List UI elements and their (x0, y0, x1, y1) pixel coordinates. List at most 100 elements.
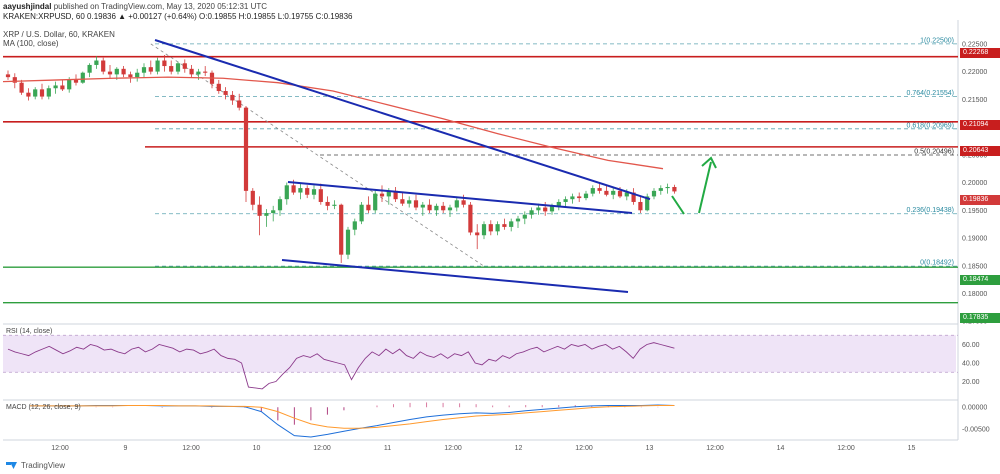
candle-up (549, 205, 555, 212)
time-tick-label: 13 (646, 445, 654, 452)
candle-up (645, 196, 650, 211)
candle-up (434, 205, 439, 211)
candle-up (447, 207, 453, 211)
tradingview-logo[interactable]: TradingView (6, 461, 65, 470)
time-tick-label: 14 (777, 445, 785, 452)
candle-down (243, 107, 249, 191)
candle-down (107, 71, 113, 75)
time-tick-label: 12:00 (313, 445, 331, 452)
resistance-badge-1: 0.22268 (960, 48, 1000, 58)
candle-down (461, 200, 466, 205)
candle-up (94, 60, 99, 65)
macd-tick-label: -0.00500 (962, 427, 990, 434)
time-tick-label: 12:00 (706, 445, 724, 452)
candle-down (488, 224, 493, 232)
candle-down (672, 186, 677, 192)
fib-level-label: 0.618(0.20969) (907, 122, 954, 129)
candle-up (651, 190, 657, 197)
candle-up (515, 218, 521, 222)
time-tick-label: 12 (515, 445, 523, 452)
candle-down (257, 204, 262, 216)
candle-up (359, 204, 364, 222)
candle-up (454, 200, 459, 208)
channel-upper-line (287, 181, 633, 215)
rsi-tick-label: 20.00 (962, 379, 980, 386)
tradingview-logo-icon (6, 462, 18, 469)
candle-up (658, 188, 663, 191)
candle-up (33, 89, 38, 97)
candle-down (400, 199, 405, 204)
symbol-description: XRP / U.S. Dollar, 60, KRAKEN (3, 30, 115, 39)
candle-up (80, 72, 85, 83)
candle-down (318, 189, 323, 202)
candle-up (271, 210, 276, 214)
price-tick-label: 0.20000 (962, 180, 987, 187)
candle-up (590, 188, 595, 194)
candle-up (386, 190, 391, 197)
time-tick-label: 12:00 (837, 445, 855, 452)
publisher-name[interactable]: aayushjindal (3, 2, 52, 11)
projection-up-arrow (698, 161, 712, 214)
candle-up (345, 229, 351, 255)
candle-down (26, 92, 31, 97)
price-tick-label: 0.19500 (962, 208, 987, 215)
candle-down (128, 74, 133, 78)
ticker-line: KRAKEN:XRPUSD, 60 0.19836 ▲ +0.00127 (+0… (3, 12, 353, 21)
candle-up (611, 190, 616, 195)
current-price-badge: 0.19836 (960, 195, 1000, 205)
candle-up (114, 68, 119, 75)
candle-down (203, 71, 208, 73)
candle-down (427, 204, 432, 211)
candle-down (366, 204, 371, 211)
price-tick-label: 0.19000 (962, 236, 987, 243)
macd-tick-label: 0.00000 (962, 405, 987, 412)
candle-up (53, 85, 58, 89)
candle-down (577, 196, 582, 199)
candle-up (332, 204, 337, 206)
candle-up (420, 204, 425, 208)
candle-up (563, 199, 568, 202)
candle-down (597, 188, 602, 191)
ma-100-line (2, 76, 664, 170)
candle-down (413, 200, 419, 208)
candle-up (298, 188, 303, 193)
candle-down (475, 232, 480, 236)
resistance-badge-3: 0.20643 (960, 146, 1000, 156)
candle-down (291, 185, 296, 193)
projection-dip-arrow (671, 195, 685, 215)
time-tick-label: 11 (384, 445, 391, 452)
candle-down (631, 192, 636, 202)
support-badge-1: 0.18474 (960, 275, 1000, 285)
candle-down (502, 224, 507, 227)
candle-up (141, 67, 147, 73)
candle-up (529, 210, 534, 215)
candle-up (373, 193, 378, 211)
candle-up (46, 88, 51, 97)
macd-legend: MACD (12, 26, close, 9) (6, 404, 81, 411)
candle-down (617, 190, 623, 197)
candle-down (250, 190, 255, 205)
candle-up (155, 60, 160, 72)
tradingview-label: TradingView (21, 461, 66, 470)
candle-up (536, 207, 541, 211)
candle-up (175, 63, 181, 72)
candle-up (352, 221, 357, 230)
published-text: published on TradingView.com, May 13, 20… (53, 2, 268, 11)
candle-down (339, 204, 344, 255)
candle-down (73, 79, 79, 83)
rsi-band (3, 335, 956, 373)
candle-up (311, 189, 317, 195)
candle-up (665, 186, 670, 189)
candle-down (101, 60, 106, 72)
candle-down (638, 201, 643, 211)
price-tick-label: 0.22000 (962, 69, 987, 76)
candle-down (19, 82, 24, 93)
price-tick-label: 0.18000 (962, 291, 987, 298)
candle-down (5, 74, 11, 78)
candle-down (468, 204, 473, 233)
candle-down (379, 193, 385, 197)
macd-line (30, 404, 675, 438)
ma-legend: MA (100, close) (3, 39, 59, 48)
candle-down (223, 91, 228, 95)
